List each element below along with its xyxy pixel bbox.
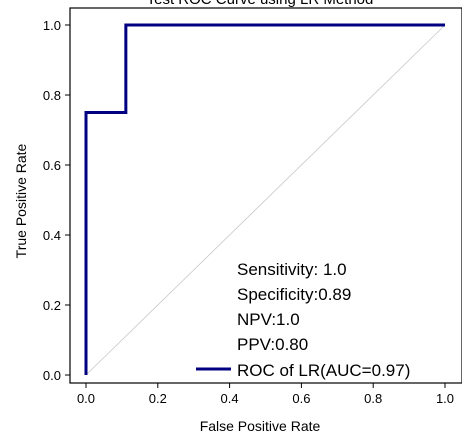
metrics-annotations: Sensitivity: 1.0 Specificity:0.89 NPV:1.0 P…: [237, 260, 351, 354]
x-axis-ticks: 0.0 0.2 0.4 0.6 0.8 1.0: [77, 383, 454, 406]
y-tick-label: 0.4: [43, 228, 61, 243]
y-axis-ticks: 0.0 0.2 0.4 0.6 0.8 1.0: [43, 18, 70, 383]
y-tick-label: 1.0: [43, 18, 61, 33]
plot-frame: [69, 7, 462, 384]
y-tick-label: 0.2: [43, 298, 61, 313]
metric-annotation: Specificity:0.89: [237, 285, 351, 304]
y-axis-label: True Positive Rate: [13, 143, 29, 258]
metric-annotation: PPV:0.80: [237, 335, 308, 354]
x-axis-label: False Positive Rate: [200, 418, 321, 434]
chart-title: Test ROC Curve using LR Method: [147, 0, 374, 8]
y-tick-label: 0.8: [43, 88, 61, 103]
metric-annotation: NPV:1.0: [237, 310, 300, 329]
x-tick-label: 0.0: [77, 391, 95, 406]
reference-diagonal: [85, 24, 446, 376]
x-tick-label: 0.4: [221, 391, 239, 406]
x-tick-label: 0.6: [292, 391, 310, 406]
metric-annotation: Sensitivity: 1.0: [237, 260, 347, 279]
x-tick-label: 0.8: [364, 391, 382, 406]
legend-label: ROC of LR(AUC=0.97): [237, 361, 410, 380]
y-tick-label: 0.0: [43, 368, 61, 383]
x-tick-label: 0.2: [149, 391, 167, 406]
roc-curve: [84, 23, 445, 375]
y-tick-label: 0.6: [43, 158, 61, 173]
legend: ROC of LR(AUC=0.97): [196, 361, 410, 380]
x-tick-label: 1.0: [436, 391, 454, 406]
